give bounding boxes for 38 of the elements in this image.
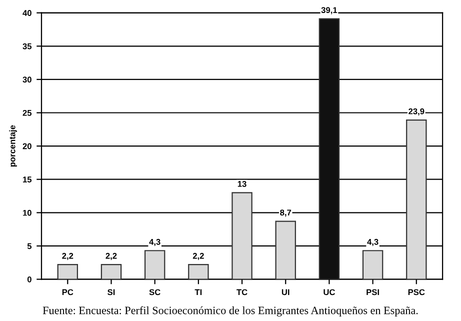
y-tick-label: 0 bbox=[27, 276, 32, 282]
x-tick-label: SI bbox=[108, 289, 115, 296]
y-tick-label: 15 bbox=[23, 176, 32, 182]
y-tick-label: 35 bbox=[22, 43, 32, 50]
y-axis-title: porcentaje bbox=[9, 125, 17, 167]
bar bbox=[275, 220, 296, 280]
bar bbox=[100, 264, 122, 280]
data-label: 4,3 bbox=[149, 238, 160, 246]
bar bbox=[57, 264, 78, 280]
x-tick-label: SC bbox=[149, 289, 160, 296]
y-tick-label: 20 bbox=[22, 143, 32, 150]
source-note: Fuente: Encuesta: Perfil Socioeconómico de los Emigrantes Antioqueños en España. bbox=[42, 306, 418, 316]
bar bbox=[232, 192, 252, 280]
x-tick-label: TI bbox=[194, 289, 202, 296]
y-tick-label: 5 bbox=[27, 243, 32, 250]
data-label: 13 bbox=[238, 180, 246, 187]
data-label: 23,9 bbox=[408, 108, 424, 116]
bar bbox=[318, 18, 340, 280]
bar bbox=[362, 250, 384, 280]
data-label: 39,1 bbox=[321, 7, 338, 14]
data-label: 2,2 bbox=[106, 252, 117, 260]
y-tick-label: 25 bbox=[22, 110, 32, 116]
y-tick-label: 40 bbox=[22, 10, 32, 16]
x-tick-label: PC bbox=[62, 289, 74, 296]
y-tick-label: 30 bbox=[22, 76, 32, 83]
bar bbox=[144, 250, 166, 280]
x-tick-label: PSC bbox=[408, 289, 425, 296]
x-tick-label: UC bbox=[324, 289, 336, 296]
data-label: 2,2 bbox=[62, 252, 74, 260]
x-tick-label: TC bbox=[236, 289, 248, 296]
data-label: 8,7 bbox=[280, 210, 292, 217]
bar bbox=[188, 264, 209, 280]
y-tick-label: 10 bbox=[23, 210, 32, 216]
x-tick-label: UI bbox=[282, 289, 290, 296]
data-label: 2,2 bbox=[192, 252, 204, 260]
data-label: 4,3 bbox=[367, 238, 378, 246]
x-tick-label: PSI bbox=[366, 289, 379, 296]
bar bbox=[406, 120, 427, 280]
